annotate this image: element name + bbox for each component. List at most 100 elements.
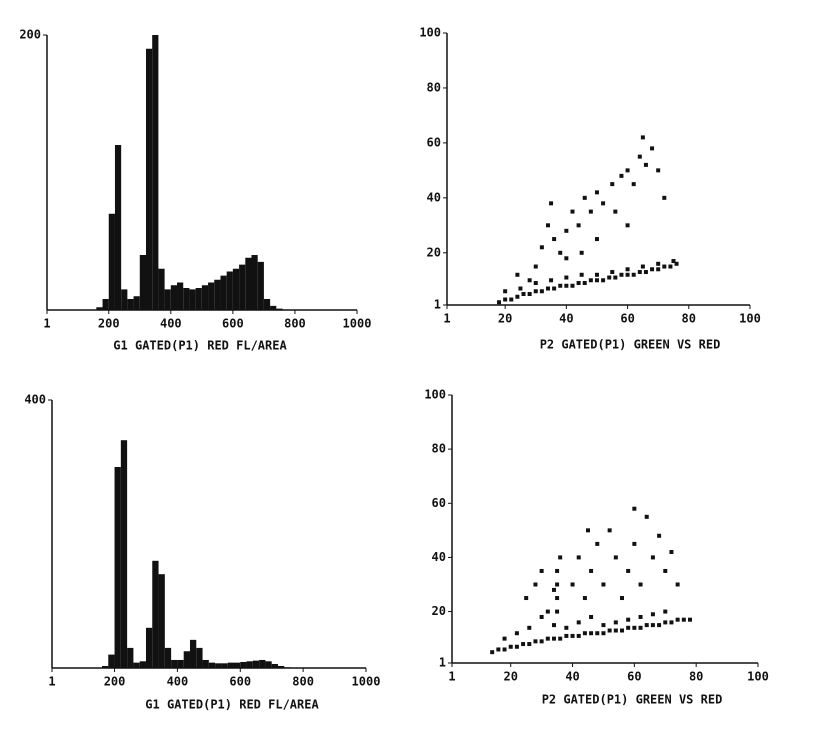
scatter-point (552, 286, 557, 291)
histogram-bar (227, 662, 234, 668)
scatter-point (549, 278, 554, 283)
histogram-bar (127, 647, 134, 668)
scatter-point (626, 617, 631, 622)
scatter-point (527, 625, 532, 630)
x-tick-label: 1 (43, 317, 50, 331)
y-tick-label: 60 (427, 135, 441, 149)
histogram-bar (133, 296, 140, 310)
scatter-point (579, 250, 584, 255)
scatter-point (576, 281, 581, 286)
histogram-bar (245, 257, 252, 310)
scatter-point (545, 636, 550, 641)
histogram-bar (114, 145, 122, 310)
scatter-point (601, 631, 606, 636)
scatter-point (524, 596, 529, 601)
scatter-point (508, 644, 513, 649)
scatter-point (514, 644, 519, 649)
y-tick-label: 100 (419, 26, 441, 40)
scatter-point (582, 631, 587, 636)
histogram-bar (265, 661, 272, 668)
x-tick-label: 60 (620, 312, 634, 326)
scatter-point (644, 623, 649, 628)
scatter-point (539, 614, 544, 619)
scatter-point (549, 201, 554, 206)
histogram-bar (121, 289, 128, 310)
scatter-point (626, 568, 631, 573)
scatter-point (552, 587, 556, 592)
scatter-point (558, 636, 563, 641)
scatter-point (619, 272, 624, 277)
scatter-point (625, 168, 630, 173)
scatter-point (657, 533, 662, 538)
scatter-point (564, 283, 569, 288)
x-tick-label: 1 (448, 670, 455, 684)
scatter-point (675, 617, 680, 622)
scatter-point (650, 555, 655, 560)
histogram-bar (202, 659, 209, 668)
scatter-point (552, 237, 557, 242)
histogram-bar (215, 663, 222, 668)
scatter-point (613, 209, 618, 214)
scatter-point (669, 550, 674, 555)
histogram-bar (189, 639, 197, 668)
x-tick-label: 200 (98, 317, 120, 331)
scatter-point (545, 609, 550, 614)
histogram-bar (276, 308, 283, 310)
scatter-point (681, 617, 686, 622)
histogram-bar (108, 213, 115, 310)
scatter-point (564, 625, 569, 630)
scatter-point (631, 272, 636, 277)
scatter-point (610, 270, 615, 275)
x-tick-label: 100 (747, 670, 769, 684)
y-tick-label: 400 (24, 393, 46, 407)
histogram-bar (232, 268, 240, 310)
x-tick-label: 400 (160, 317, 182, 331)
scatter-point (675, 582, 680, 587)
scatter-point (518, 286, 523, 291)
scatter-point (527, 278, 532, 283)
scatter-point (650, 612, 655, 617)
histogram-bar (96, 307, 103, 310)
x-tick-label: 60 (627, 670, 641, 684)
y-tick-label: 80 (432, 442, 446, 456)
scatter-point (620, 628, 624, 633)
scatter-point (594, 190, 599, 195)
scatter-point (613, 555, 618, 560)
scatter-point (558, 555, 563, 560)
scatter-point (601, 201, 606, 206)
scatter-point (539, 245, 544, 250)
scatter-point (631, 182, 636, 187)
scatter-point (637, 270, 642, 275)
y-tick-label: 20 (427, 245, 441, 259)
scatter-point (527, 292, 532, 297)
scatter-point (521, 292, 526, 297)
x-tick-label: 1000 (343, 317, 372, 331)
histogram-bar (284, 667, 291, 668)
scatter-point (657, 623, 662, 628)
scatter-point (564, 228, 569, 233)
histogram-bar (158, 268, 165, 310)
histogram-bar (252, 660, 260, 668)
x-tick-label: 800 (292, 675, 314, 689)
scatter-point (594, 278, 599, 283)
scatter-point (669, 620, 674, 625)
histogram-bar (152, 560, 159, 668)
scatter-point (576, 633, 581, 638)
scatter-point (671, 259, 676, 264)
scatter-point (570, 633, 575, 638)
x-tick-label: 40 (559, 312, 573, 326)
y-tick-label: 1 (434, 298, 441, 312)
scatter-point (579, 272, 584, 277)
scatter-point (620, 596, 624, 601)
scatter-point (643, 162, 648, 167)
scatter-point (662, 264, 667, 269)
scatter-point (626, 625, 631, 630)
scatter-point (588, 278, 593, 283)
scatter-point (588, 209, 593, 214)
scatter-point (539, 639, 544, 644)
histogram-bar (114, 467, 121, 668)
scatter-point (558, 250, 563, 255)
scatter-point (613, 628, 618, 633)
y-tick-label: 20 (432, 604, 446, 618)
scatter-point (582, 596, 587, 601)
